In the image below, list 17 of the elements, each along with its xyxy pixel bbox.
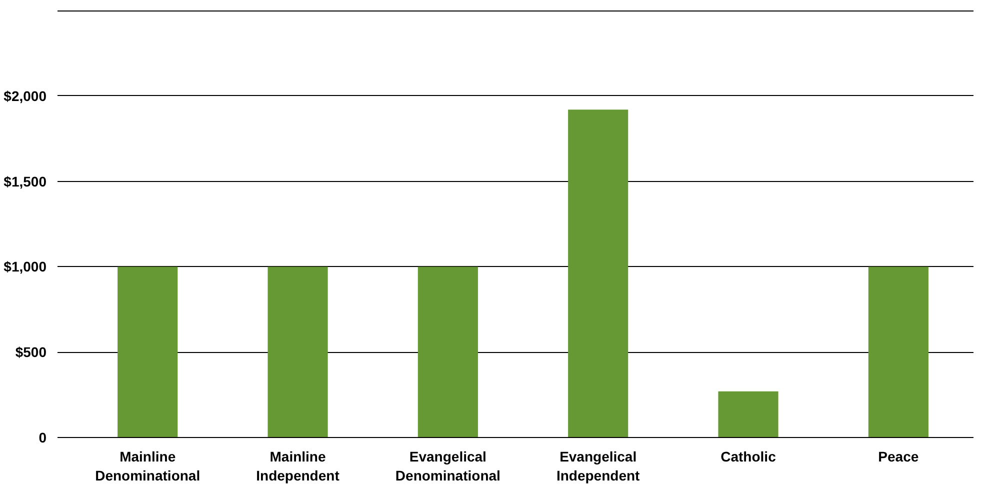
bar bbox=[118, 266, 178, 438]
bar bbox=[868, 266, 928, 438]
x-tick-label: Mainline Independent bbox=[256, 448, 340, 484]
y-tick-label: $500 bbox=[15, 344, 47, 360]
x-tick-label: Evangelical Independent bbox=[556, 448, 640, 484]
bar bbox=[268, 266, 328, 438]
y-tick-label: $1,500 bbox=[4, 173, 47, 190]
x-tick-label: Peace bbox=[878, 448, 919, 464]
bar bbox=[718, 391, 778, 438]
bar bbox=[568, 110, 628, 438]
x-tick-label: Catholic bbox=[720, 448, 776, 464]
x-tick-label: Evangelical Denominational bbox=[395, 448, 500, 484]
bar bbox=[418, 266, 478, 438]
x-tick-label: Mainline Denominational bbox=[95, 448, 200, 484]
y-tick-label: 0 bbox=[38, 430, 47, 446]
y-tick-label: $2,000 bbox=[4, 88, 47, 104]
y-tick-label: $1,000 bbox=[4, 258, 47, 275]
